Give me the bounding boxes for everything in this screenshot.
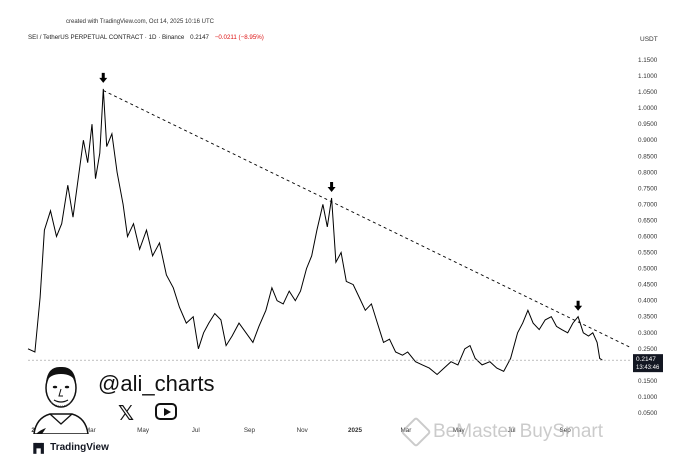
- y-tick-label: 0.9000: [638, 137, 658, 144]
- price-line-series: [27, 88, 603, 376]
- y-tick-label: 0.2500: [638, 346, 658, 353]
- symbol-title: SEI / TetherUS PERPETUAL CONTRACT · 1D ·…: [28, 34, 185, 41]
- tradingview-label: TradingView: [50, 442, 109, 453]
- y-tick-label: 0.3500: [638, 314, 658, 321]
- y-tick-label: 1.1500: [638, 57, 658, 64]
- x-tick-label: Jul: [507, 427, 515, 434]
- watermark-logo-icon: [400, 416, 432, 448]
- symbol-change: −0.0211 (−8.95%): [214, 34, 264, 41]
- x-tick-label: Jul: [192, 427, 200, 434]
- y-tick-label: 0.1500: [638, 378, 658, 385]
- x-tick-label: Mar: [85, 427, 96, 434]
- x-tick-label: Sep: [560, 427, 572, 434]
- y-tick-label: 0.1000: [638, 394, 658, 401]
- avatar: [33, 366, 89, 434]
- tradingview-logo: ▐▀▌ TradingView: [30, 442, 109, 453]
- symbol-price: 0.2147: [190, 34, 210, 41]
- y-tick-label: 1.0000: [638, 105, 658, 112]
- y-tick-label: 0.0500: [638, 410, 658, 417]
- x-tick-label: May: [453, 427, 466, 434]
- currency-label: USDT: [640, 36, 658, 43]
- tradingview-mark-icon: ▐▀▌: [30, 442, 47, 453]
- x-tick-label: 2025: [348, 427, 363, 434]
- last-price-tag-bg: [633, 354, 663, 373]
- last-price-value: 0.2147: [636, 356, 656, 363]
- youtube-icon: [155, 403, 177, 420]
- y-tick-label: 0.3000: [638, 330, 658, 337]
- x-tick-label: May: [137, 427, 150, 434]
- y-tick-label: 0.6000: [638, 234, 658, 241]
- last-price-tag: 0.2147 13:43:46: [633, 354, 663, 373]
- y-tick-label: 0.8000: [638, 169, 658, 176]
- created-caption: created with TradingView.com, Oct 14, 20…: [66, 19, 214, 25]
- watermark: BeMaster BuySmart: [400, 416, 603, 448]
- y-tick-label: 0.4000: [638, 298, 658, 305]
- x-tick-label: Nov: [297, 427, 309, 434]
- descending-trendline: [103, 90, 631, 348]
- handle-text: @ali_charts: [98, 371, 215, 396]
- y-axis: 1.1500 1.1000 1.0500 1.0000 0.9500 0.9000 0.85…: [638, 57, 658, 417]
- y-tick-label: 0.8500: [638, 153, 658, 160]
- y-tick-label: 0.5000: [638, 266, 658, 273]
- price-countdown: 13:43:46: [636, 365, 660, 371]
- down-arrow-marker: [99, 72, 108, 83]
- down-arrow-marker: [327, 181, 336, 192]
- symbol-header: SEI / TetherUS PERPETUAL CONTRACT · 1D ·…: [28, 34, 268, 41]
- y-tick-label: 0.5500: [638, 250, 658, 257]
- y-tick-label: 0.7500: [638, 185, 658, 192]
- down-arrow-marker: [574, 300, 583, 311]
- arrow-markers: [99, 72, 583, 311]
- x-tick-label: Mar: [401, 427, 412, 434]
- y-tick-label: 0.7000: [638, 201, 658, 208]
- x-logo-icon: 𝕏: [118, 403, 135, 425]
- watermark-text: BeMaster BuySmart: [433, 421, 603, 442]
- y-tick-label: 0.4500: [638, 282, 658, 289]
- y-tick-label: 0.6500: [638, 217, 658, 224]
- y-tick-label: 1.0500: [638, 89, 658, 96]
- y-tick-label: 1.1000: [638, 73, 658, 80]
- x-tick-label: Sep: [244, 427, 256, 434]
- y-tick-label: 0.9500: [638, 121, 658, 128]
